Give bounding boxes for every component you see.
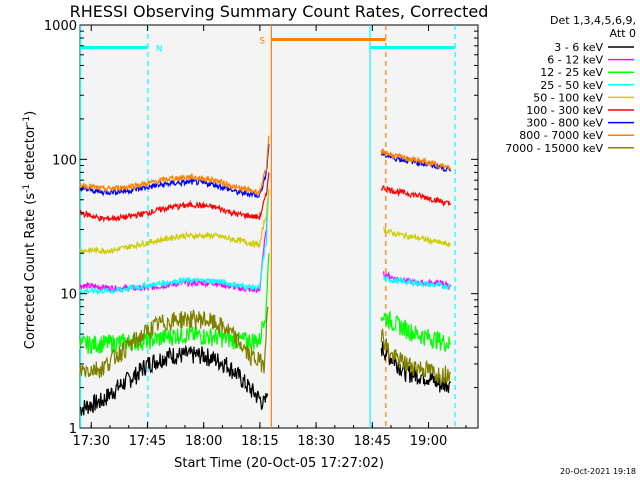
series-line-3-6-kev-1 (79, 344, 269, 416)
legend-label-3-6-kev: 3 - 6 keV (554, 41, 603, 54)
x-tick-label-17-45: 17:45 (129, 434, 166, 449)
series-100-300-kev (79, 172, 452, 223)
series-line-100-300-kev-2 (380, 185, 452, 208)
series-line-50-100-kev-1 (79, 189, 270, 255)
flag-bars: NS (80, 36, 456, 54)
y-tick-label-10: 10 (60, 288, 77, 303)
series-line-800-7000-kev-1 (79, 135, 270, 196)
series-line-100-300-kev-1 (79, 172, 270, 223)
series-line-12-25-kev-2 (380, 309, 452, 353)
x-tick-label-18-15: 18:15 (241, 434, 278, 449)
x-tick-label-19-00: 19:00 (410, 434, 447, 449)
x-tick-label-18-45: 18:45 (354, 434, 391, 449)
legend-label-6-12-kev: 6 - 12 keV (547, 54, 603, 67)
legend-label-7000-15000-kev: 7000 - 15000 keV (505, 142, 603, 155)
series-12-25-kev (79, 253, 452, 355)
y-axis-title: Corrected Count Rate (s-1 detector-1) (22, 111, 38, 349)
series-50-100-kev (79, 189, 452, 255)
flag-label-n: N (156, 44, 163, 54)
chart-title: RHESSI Observing Summary Count Rates, Co… (70, 2, 489, 21)
legend-label-12-25-kev: 12 - 25 keV (540, 66, 603, 79)
legend-header-line2: Att 0 (610, 27, 636, 40)
timestamp: 20-Oct-2021 19:18 (560, 467, 636, 476)
x-tick-label-18-30: 18:30 (297, 434, 334, 449)
series-line-25-50-kev-2 (383, 275, 451, 291)
legend-label-100-300-kev: 100 - 300 keV (526, 104, 603, 117)
x-tick-label-18-00: 18:00 (185, 434, 222, 449)
y-tick-label-1000: 1000 (44, 19, 77, 34)
legend-label-800-7000-kev: 800 - 7000 keV (519, 129, 603, 142)
x-axis-title: Start Time (20-Oct-05 17:27:02) (174, 456, 384, 471)
series-25-50-kev (79, 189, 451, 296)
y-tick-label-100: 100 (52, 153, 77, 168)
legend-label-300-800-kev: 300 - 800 keV (526, 117, 603, 130)
series-7000-15000-kev (79, 306, 452, 387)
series-line-800-7000-kev-2 (380, 147, 452, 170)
series-line-50-100-kev-2 (383, 227, 452, 248)
series-800-7000-kev (79, 135, 452, 196)
legend-label-25-50-kev: 25 - 50 keV (540, 79, 603, 92)
series-line-7000-15000-kev-1 (79, 306, 269, 379)
axes: 17:30 17:45 18:00 18:15 18:30 18:45 19:00 1 10 10… (44, 19, 478, 449)
flag-label-s: S (259, 36, 265, 46)
series-group (79, 135, 452, 416)
series-line-25-50-kev-1 (79, 189, 270, 296)
legend-label-50-100-kev: 50 - 100 keV (533, 91, 603, 104)
x-tick-label-17-30: 17:30 (73, 434, 110, 449)
series-line-12-25-kev-1 (79, 253, 270, 355)
series-line-7000-15000-kev-2 (380, 327, 452, 387)
y-tick-label-1: 1 (69, 422, 77, 437)
legend-header-line1: Det 1,3,4,5,6,9, (550, 14, 636, 27)
